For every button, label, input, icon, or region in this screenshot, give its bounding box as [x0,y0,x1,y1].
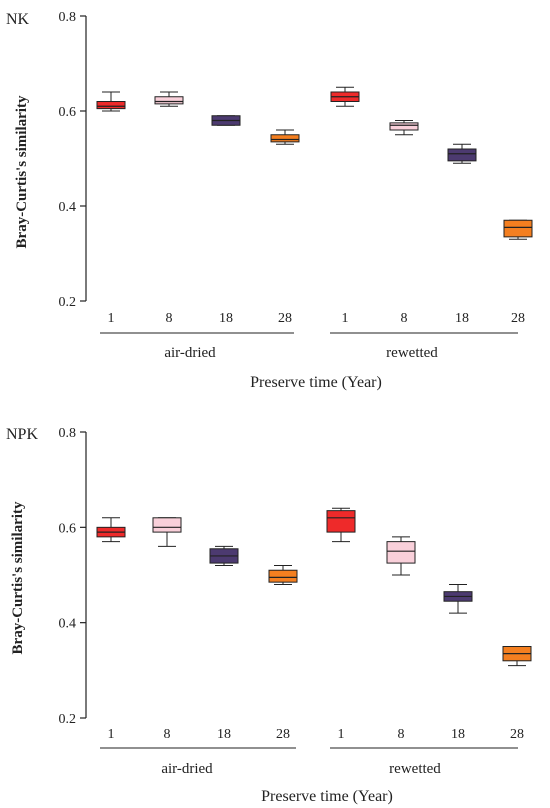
x-tick-label: 8 [401,311,408,326]
box-5 [326,507,356,543]
y-tick-label: 0.2 [59,712,77,727]
y-tick-label: 0.8 [59,426,77,441]
x-tick-label: 1 [342,311,349,326]
box-body [386,541,416,564]
x-tick-label: 28 [276,727,290,742]
box-6 [386,536,416,576]
x-tick-label: 1 [108,727,115,742]
x-tick-label: 18 [451,727,465,742]
box-body [152,517,182,533]
box-2 [154,91,184,107]
x-tick-label: 18 [455,311,469,326]
y-tick-label: 0.4 [59,617,77,632]
box-body [326,510,356,533]
x-tick-label: 1 [108,311,115,326]
box-body [96,101,126,110]
panel-label: NPK [6,426,38,443]
chart-panel-nk: NK Bray-Curtis's similarity Preserve tim… [6,10,533,391]
box-8 [502,646,532,667]
y-tick-label: 0.8 [59,10,77,25]
box-body [389,122,419,131]
box-8 [503,219,533,240]
y-axis-title: Bray-Curtis's similarity [10,501,26,654]
x-tick-label: 18 [217,727,231,742]
x-tick-label: 28 [510,727,524,742]
box-4 [268,564,298,586]
y-tick-label: 0.6 [59,521,77,536]
box-5 [330,86,360,107]
y-tick-label: 0.6 [59,105,77,120]
x-tick-label: 8 [398,727,405,742]
box-2 [152,517,182,547]
box-1 [96,91,126,112]
group-label: air-dried [161,761,213,777]
x-axis-title: Preserve time (Year) [261,788,393,805]
x-tick-label: 18 [219,311,233,326]
x-tick-label: 1 [338,727,345,742]
box-body [270,134,300,143]
group-label: rewetted [389,761,441,777]
x-tick-label: 28 [278,311,292,326]
group-label: rewetted [386,345,438,361]
box-body [268,569,298,583]
x-tick-label: 8 [164,727,171,742]
box-body [503,219,533,238]
x-tick-label: 28 [511,311,525,326]
box-3 [211,115,241,126]
box-4 [270,129,300,145]
x-tick-label: 8 [166,311,173,326]
y-tick-label: 0.4 [59,200,77,215]
group-label: air-dried [164,345,216,361]
x-axis-title: Preserve time (Year) [250,374,382,391]
y-tick-label: 0.2 [59,295,77,310]
box-body [447,148,477,162]
box-body [154,96,184,105]
y-axis-title: Bray-Curtis's similarity [14,95,30,248]
box-7 [447,143,477,164]
box-7 [443,584,473,614]
box-1 [96,517,126,543]
panel-label: NK [6,11,30,28]
box-6 [389,120,419,136]
box-3 [209,545,239,566]
chart-panel-npk: NPK Bray-Curtis's similarity Preserve ti… [6,426,532,805]
